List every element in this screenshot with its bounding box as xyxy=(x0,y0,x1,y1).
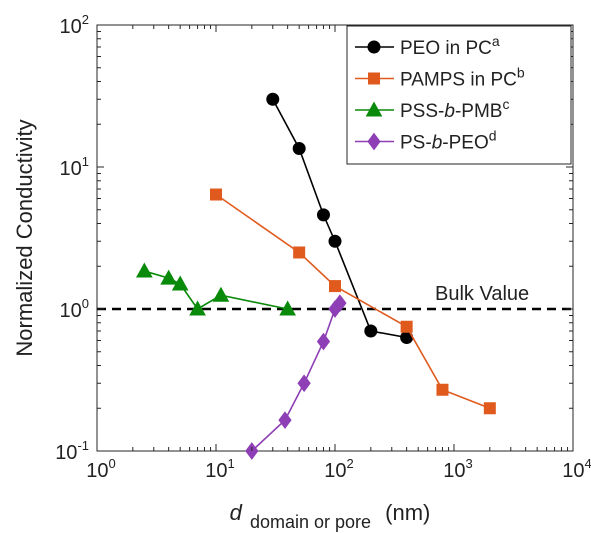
data-point xyxy=(171,275,189,291)
x-axis-label-subscript: domain or pore xyxy=(250,512,371,532)
series-layer xyxy=(136,92,496,460)
series-line xyxy=(215,193,491,409)
data-point xyxy=(160,269,177,285)
data-point xyxy=(400,320,413,333)
bulk-value-label: Bulk Value xyxy=(435,283,529,305)
series-2 xyxy=(136,262,296,316)
y-tick-label: 102 xyxy=(60,12,89,38)
legend: PEO in PCa PAMPS in PCb PSS-b-PMBc PS-b-PEO… xyxy=(346,25,572,165)
series-1 xyxy=(210,188,496,415)
legend-label: PEO in PCa xyxy=(400,33,500,59)
legend-item-2: PSS-b-PMBc xyxy=(355,96,509,122)
legend-item-3: PS-b-PEOd xyxy=(355,128,497,154)
legend-label: PSS-b-PMBc xyxy=(400,96,509,122)
legend-item-0: PEO in PCa xyxy=(355,33,500,59)
legend-marker xyxy=(365,101,383,117)
data-point xyxy=(292,141,306,155)
y-axis-label: Normalized Conductivity xyxy=(12,119,37,356)
legend-item-1: PAMPS in PCb xyxy=(355,65,525,91)
series-line xyxy=(251,302,341,452)
x-tick-label: 102 xyxy=(324,456,353,482)
x-axis-label-unit: (nm) xyxy=(385,500,430,525)
legend-marker xyxy=(368,72,380,85)
data-point xyxy=(266,92,280,106)
data-point xyxy=(136,262,153,278)
data-point xyxy=(333,294,347,312)
y-tick-label: 100 xyxy=(60,296,89,322)
data-point xyxy=(210,188,222,201)
x-tick-label: 103 xyxy=(443,456,472,482)
data-point xyxy=(328,234,342,248)
data-point xyxy=(278,411,292,429)
x-tick-label: 101 xyxy=(205,456,234,482)
legend-label: PS-b-PEOd xyxy=(400,128,497,154)
series-3 xyxy=(245,294,347,460)
y-tick-label: 101 xyxy=(60,154,89,180)
data-point xyxy=(212,286,230,302)
x-tick-label: 104 xyxy=(562,456,591,482)
data-point xyxy=(436,383,449,396)
legend-marker xyxy=(367,132,381,151)
legend-label: PAMPS in PCb xyxy=(400,65,525,91)
series-0 xyxy=(266,92,414,344)
data-point xyxy=(189,300,206,316)
x-axis-label: d domain or pore (nm) xyxy=(230,500,431,533)
data-point xyxy=(364,324,378,338)
y-tick-label: 10-1 xyxy=(55,438,89,464)
data-point xyxy=(483,402,496,415)
data-point xyxy=(279,300,296,316)
data-point xyxy=(329,280,341,293)
data-point xyxy=(316,332,331,351)
x-axis-label-main: d xyxy=(230,500,243,525)
data-point xyxy=(297,374,311,393)
legend-marker xyxy=(367,40,381,54)
x-tick-label: 100 xyxy=(86,456,115,482)
data-point xyxy=(316,208,330,222)
data-point xyxy=(293,246,306,259)
